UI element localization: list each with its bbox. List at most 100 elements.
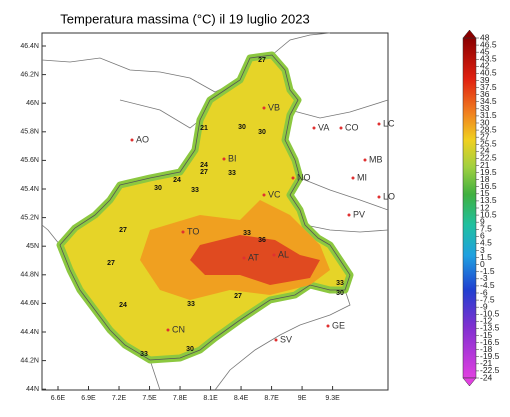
lat-tick-label: 45.6N <box>20 157 39 164</box>
city-dot <box>363 158 367 162</box>
colorbar-label: 27 <box>480 131 490 141</box>
colorbar-label: 10.5 <box>480 209 497 219</box>
contour-label: 21 <box>200 125 208 132</box>
colorbar-label: 12 <box>480 202 490 212</box>
city-dot <box>312 126 316 130</box>
contour-label: 33 <box>228 170 236 177</box>
city-label: NO <box>297 172 311 182</box>
colorbar-label: 33 <box>480 103 490 113</box>
city-label: VB <box>268 102 280 112</box>
colorbar-label: -18 <box>480 344 493 354</box>
city-label: CN <box>172 324 185 334</box>
contour-label: 27 <box>119 227 127 234</box>
contour-label: 27 <box>234 293 242 300</box>
colorbar-label: 21 <box>480 160 490 170</box>
city-label: TO <box>187 226 199 236</box>
colorbar-label: -16.5 <box>480 337 500 347</box>
city-label: AT <box>248 252 259 262</box>
colorbar-label: -7.5 <box>480 294 495 304</box>
colorbar-label: -13.5 <box>480 323 500 333</box>
colorbar-label: -3 <box>480 273 488 283</box>
city-label: CO <box>345 122 359 132</box>
city-dot <box>181 230 185 234</box>
colorbar-label: 18 <box>480 174 490 184</box>
colorbar-label: 1.5 <box>480 252 492 262</box>
contour-label: 24 <box>119 302 127 309</box>
colorbar-label: 24 <box>480 146 490 156</box>
city-label: VC <box>268 189 281 199</box>
colorbar-label: 30 <box>480 117 490 127</box>
title: Temperatura massima (°C) il 19 luglio 20… <box>60 11 309 26</box>
city-label: MB <box>369 154 383 164</box>
colorbar-bottom-arrow <box>462 377 477 387</box>
city-dot <box>339 126 343 130</box>
colorbar-label: 6 <box>480 231 485 241</box>
colorbar-label: 25.5 <box>480 139 497 149</box>
contour-label: 36 <box>258 237 266 244</box>
contour-label: 30 <box>186 346 194 353</box>
colorbar-label: 15 <box>480 188 490 198</box>
city-dot <box>351 176 355 180</box>
city-dot <box>166 328 170 332</box>
colorbar-label: -19.5 <box>480 351 500 361</box>
colorbar-label: 13.5 <box>480 195 497 205</box>
contour-label: 33 <box>243 230 251 237</box>
lat-tick-label: 45.4N <box>20 186 39 193</box>
region-border <box>59 54 351 361</box>
contour-label: 30 <box>258 129 266 136</box>
city-label: AL <box>278 249 289 259</box>
colorbar-label: 42 <box>480 61 490 71</box>
colorbar-label: 46.5 <box>480 39 497 49</box>
contour-label: 33 <box>191 187 199 194</box>
colorbar-label: -6 <box>480 287 488 297</box>
city-label: GE <box>332 320 345 330</box>
lat-tick-label: 44N <box>26 386 39 393</box>
city-dot <box>347 213 351 217</box>
city-label: VA <box>318 122 329 132</box>
colorbar-label: 34.5 <box>480 96 497 106</box>
city-label: AO <box>136 134 149 144</box>
city-label: LO <box>383 191 395 201</box>
colorbar-label: -15 <box>480 330 493 340</box>
colorbar-label: -10.5 <box>480 309 500 319</box>
colorbar-label: 45 <box>480 46 490 56</box>
city-dot <box>242 256 246 260</box>
lat-tick-label: 46.2N <box>20 71 39 78</box>
city-label: BI <box>228 153 237 163</box>
colorbar-label: 22.5 <box>480 153 497 163</box>
colorbar-label: -21 <box>480 358 493 368</box>
contour-label: 30 <box>336 290 344 297</box>
hot-area <box>190 235 320 285</box>
contour-label: 27 <box>258 57 266 64</box>
colorbar-label: 16.5 <box>480 181 497 191</box>
colorbar-label: 0 <box>480 259 485 269</box>
lon-tick-label: 6.9E <box>81 395 96 402</box>
city-dot <box>274 338 278 342</box>
lat-tick-label: 45.8N <box>20 129 39 136</box>
city-label: SV <box>280 334 292 344</box>
colorbar-label: -9 <box>480 301 488 311</box>
lat-tick-label: 45.2N <box>20 214 39 221</box>
city-dot <box>222 157 226 161</box>
city-label: MI <box>357 172 367 182</box>
colorbar <box>462 37 477 379</box>
colorbar-label: 9 <box>480 216 485 226</box>
lat-tick-label: 46.4N <box>20 43 39 50</box>
contour-label: 24 <box>173 177 181 184</box>
colorbar-label: 3 <box>480 245 485 255</box>
lat-tick-label: 45N <box>26 243 39 250</box>
colorbar-label: 7.5 <box>480 224 492 234</box>
city-dot <box>262 193 266 197</box>
lat-tick-label: 44.2N <box>20 357 39 364</box>
city-dot <box>326 324 330 328</box>
city-dot <box>291 176 295 180</box>
colorbar-label: 48 <box>480 32 490 42</box>
colorbar-label: -12 <box>480 316 493 326</box>
lon-tick-label: 7.2E <box>112 395 127 402</box>
colorbar-label: 31.5 <box>480 110 497 120</box>
contour-label: 27 <box>107 260 115 267</box>
city-dot <box>262 106 266 110</box>
city-dot <box>272 253 276 257</box>
contour-label: 30 <box>154 185 162 192</box>
